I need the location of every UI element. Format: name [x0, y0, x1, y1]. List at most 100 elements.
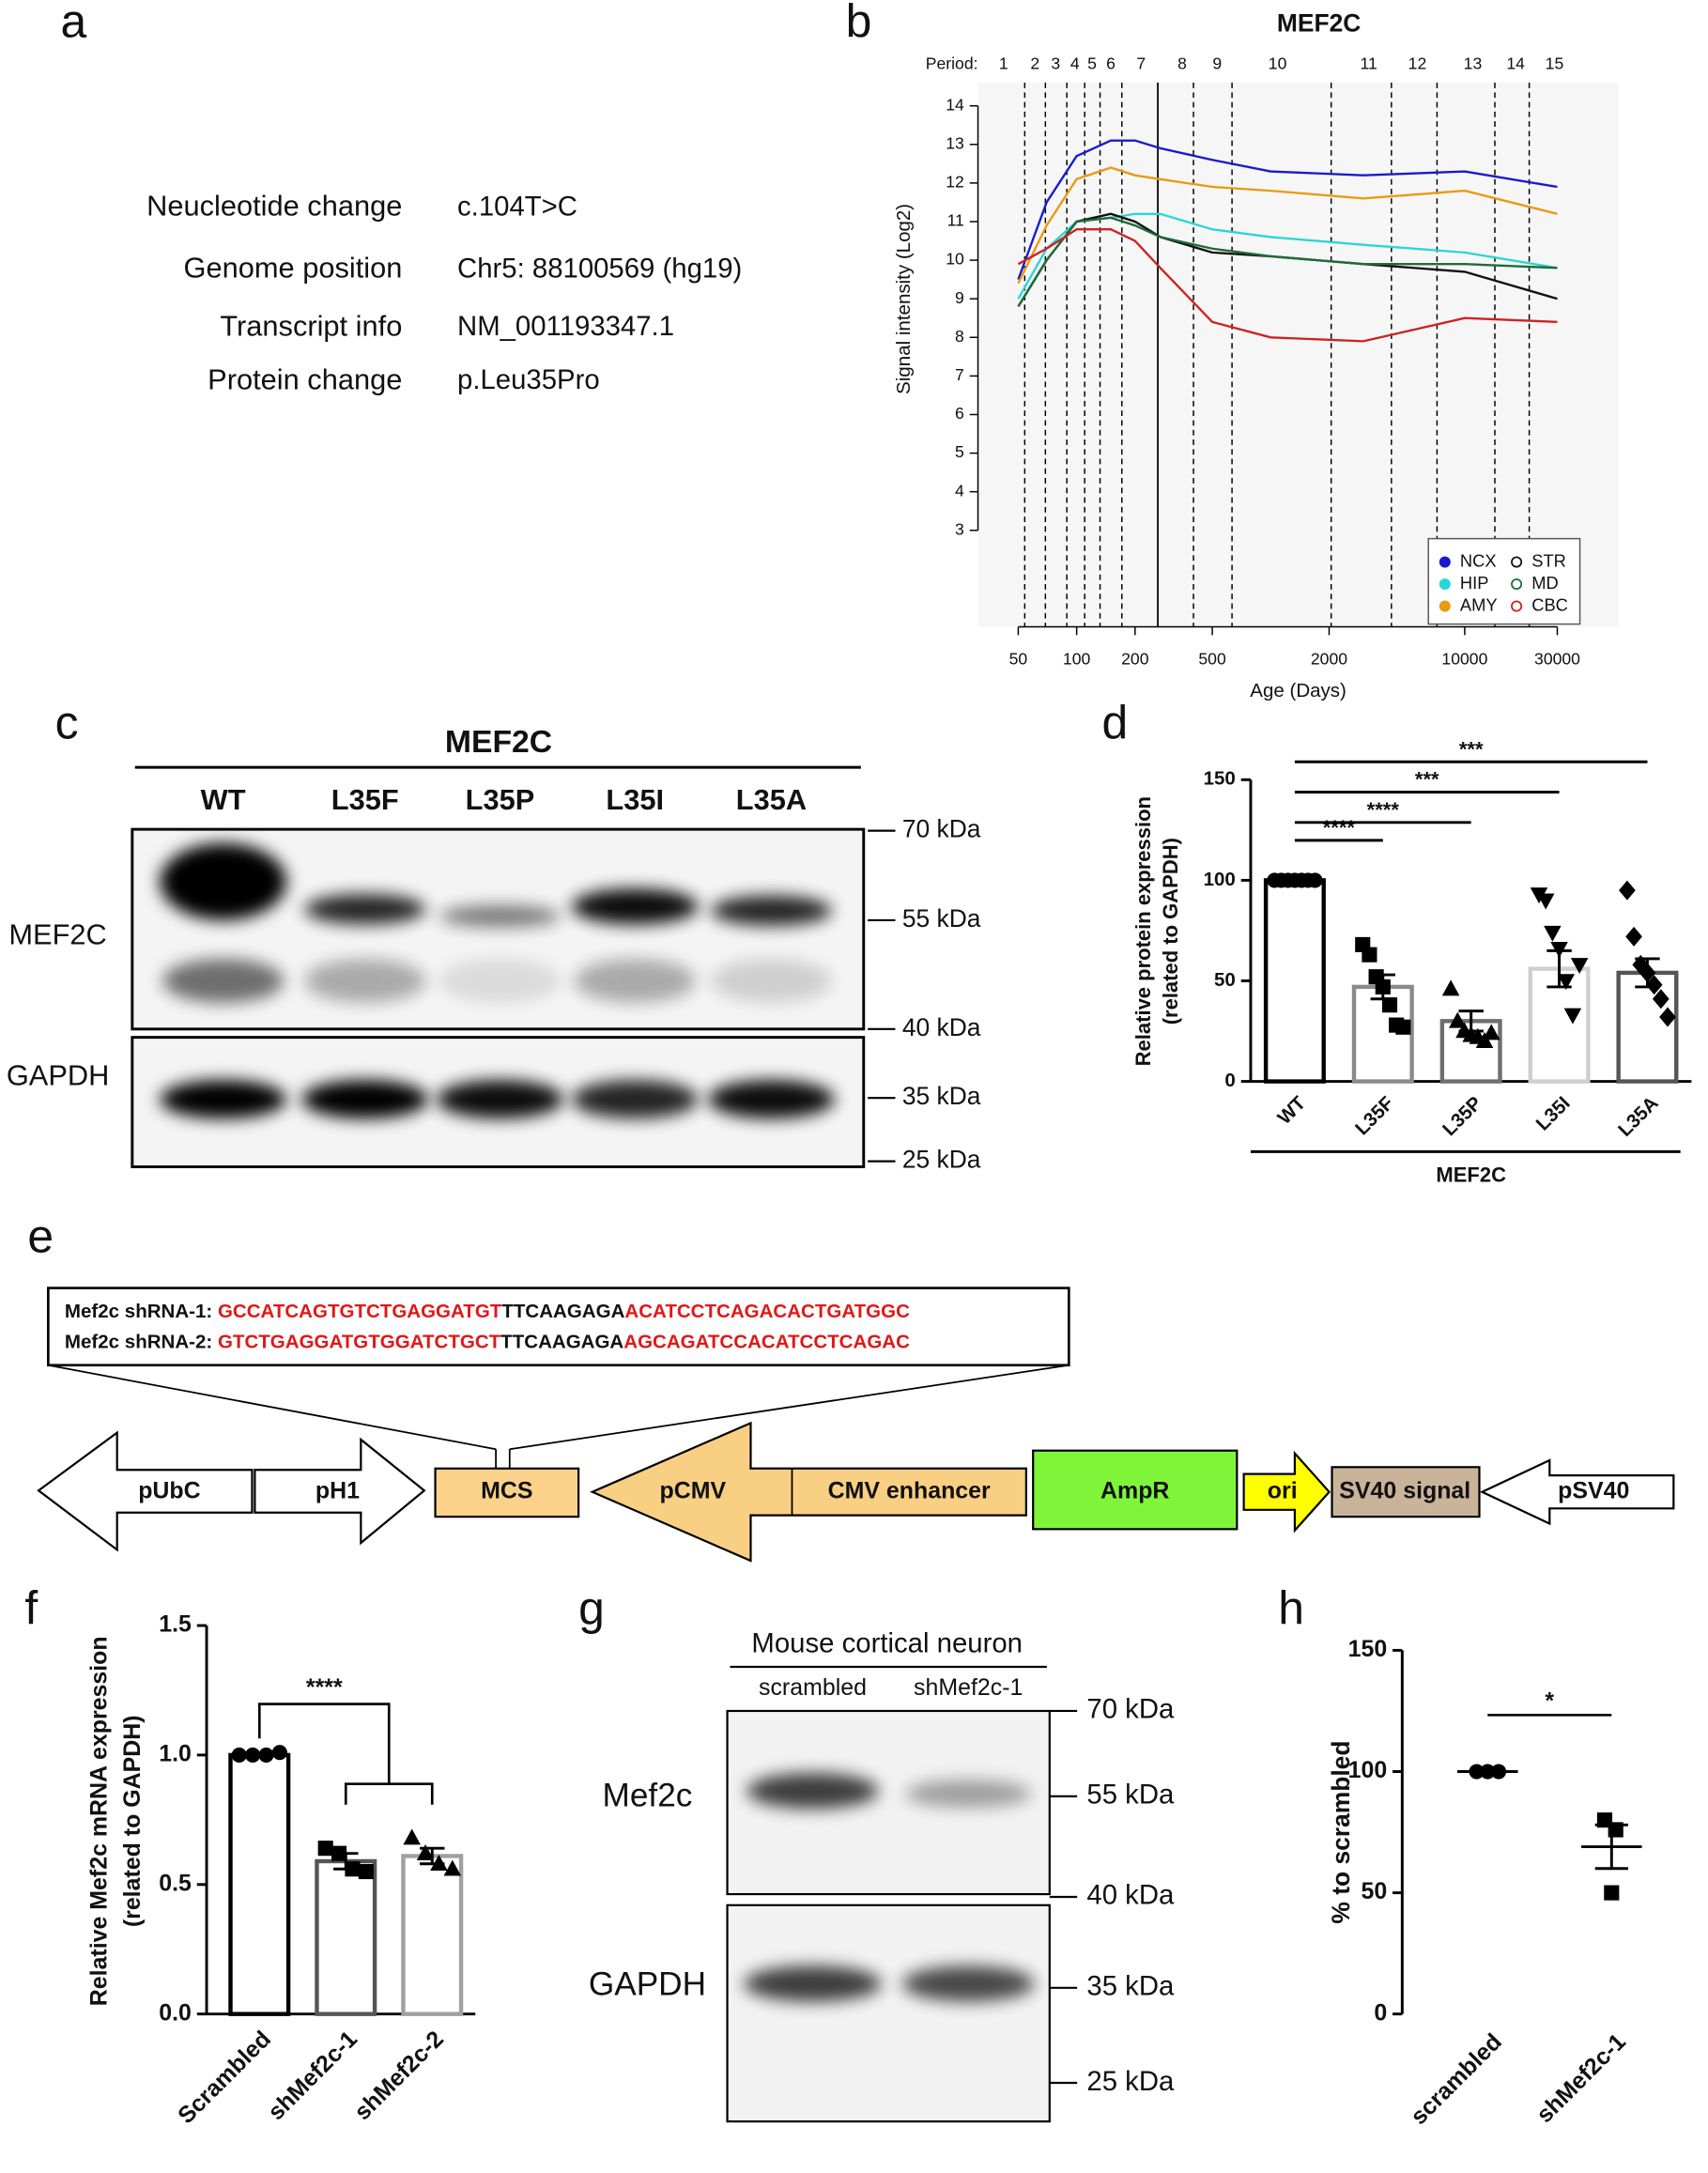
bar [1263, 878, 1326, 1084]
y-axis-label: Relative Mef2c mRNA expression [86, 1636, 113, 2006]
element-label: pUbC [138, 1477, 200, 1503]
panel-label: f [24, 1582, 38, 1635]
x-tick-label: 2000 [1311, 649, 1347, 668]
legend-marker [1511, 556, 1523, 568]
lane-label: L35P [466, 783, 535, 816]
panel-label: e [27, 1210, 54, 1262]
blot-band [574, 959, 696, 1003]
y-tick-label: 9 [955, 288, 964, 307]
bar [228, 1752, 291, 2016]
y-tick-label: 0.5 [159, 1870, 192, 1896]
sequence-part: GTCTGAGGATGTGGATCTGCT [218, 1332, 501, 1353]
lane-label: scrambled [759, 1674, 867, 1701]
x-tick-label: L35I [1531, 1092, 1574, 1134]
y-tick-label: 11 [947, 211, 964, 230]
data-point [416, 1844, 435, 1860]
period-label: Period: [926, 54, 978, 73]
period-number: 12 [1408, 54, 1427, 73]
blot-title: MEF2C [445, 724, 552, 760]
sequence-box [47, 1287, 1070, 1367]
row-label: GAPDH [589, 1966, 706, 2003]
element-label: SV40 signal [1339, 1477, 1470, 1503]
blot-band [901, 1965, 1035, 2002]
info-value: p.Leu35Pro [457, 364, 600, 395]
y-axis-label: Relative protein expression [1131, 796, 1155, 1066]
data-point [1625, 926, 1642, 947]
x-tick-label: shMef2c-1 [1531, 2028, 1631, 2128]
panel-label: g [578, 1582, 605, 1635]
blot-band [571, 1080, 699, 1119]
period-number: 14 [1506, 54, 1525, 73]
panel-label: h [1278, 1582, 1304, 1635]
data-point [1550, 941, 1568, 958]
info-label: Neucleotide change [146, 190, 402, 223]
group-label: MEF2C [1436, 1164, 1506, 1187]
cmv-arrow [590, 1421, 1027, 1563]
zoom-lines [48, 1364, 1069, 1469]
lane-label: WT [201, 783, 246, 816]
y-tick-label: 14 [946, 95, 964, 114]
element-label: pH1 [315, 1477, 360, 1503]
period-number: 13 [1464, 54, 1483, 73]
blot-band [746, 1772, 879, 1810]
info-value: NM_001193347.1 [457, 311, 674, 342]
y-axis-label: Signal intensity (Log2) [893, 204, 915, 394]
marker-label: 25 kDa [1086, 2066, 1175, 2097]
legend-marker [1511, 600, 1523, 612]
lane-label: L35F [331, 783, 399, 816]
y-tick-label: 10 [946, 250, 964, 269]
legend-marker [1439, 578, 1451, 591]
y-tick-label: 3 [955, 519, 964, 538]
y-tick-label: 4 [955, 481, 964, 500]
period-number: 10 [1269, 54, 1287, 73]
panel-label: d [1102, 696, 1129, 748]
data-point [1307, 872, 1323, 888]
period-number: 11 [1361, 54, 1377, 73]
blot-band [710, 959, 833, 1003]
period-number: 1 [999, 54, 1008, 73]
chart-title: MEF2C [1277, 8, 1361, 37]
x-tick-label: shMef2c-1 [263, 2026, 362, 2125]
data-point [1544, 925, 1562, 942]
data-point [1362, 947, 1377, 963]
x-tick-label: 500 [1198, 649, 1226, 668]
blot-band [304, 894, 426, 925]
panel-label: b [846, 0, 872, 48]
significance-label: **** [306, 1674, 343, 1701]
y-tick-label: 6 [955, 404, 964, 423]
y-tick-label: 100 [1204, 869, 1236, 890]
period-number: 15 [1546, 54, 1564, 73]
data-point [443, 1859, 462, 1876]
data-point [317, 1841, 333, 1857]
data-point [1619, 880, 1636, 901]
element-label: pCMV [660, 1477, 727, 1503]
y-tick-label: 1.5 [159, 1611, 192, 1638]
data-point [1659, 1007, 1676, 1027]
x-tick-label: 200 [1121, 649, 1149, 668]
info-label: Transcript info [220, 309, 402, 342]
lane-label: L35A [736, 783, 807, 816]
data-point [1645, 975, 1663, 995]
lane-label: L35I [606, 783, 664, 816]
bar [1616, 970, 1679, 1084]
y-axis-label: % to scrambled [1327, 1741, 1355, 1924]
x-tick-label: shMef2c-2 [349, 2026, 449, 2125]
info-label: Genome position [184, 252, 403, 285]
x-tick-label: L35P [1439, 1092, 1486, 1140]
y-tick-label: 150 [1348, 1636, 1388, 1662]
y-tick-label: 13 [946, 133, 964, 152]
data-point [231, 1747, 247, 1763]
blot-band [439, 959, 562, 1003]
row-label: GAPDH [7, 1058, 110, 1091]
blot-band [160, 1080, 287, 1119]
sequence-part: Mef2c shRNA-1: [65, 1301, 218, 1322]
data-point [271, 1745, 287, 1761]
y-tick-label: 100 [1348, 1757, 1388, 1783]
y-axis-label: (related to GAPDH) [119, 1715, 146, 1927]
sequence: Mef2c shRNA-2: GTCTGAGGATGTGGATCTGCTTTCA… [65, 1332, 910, 1353]
x-tick-label: L35F [1351, 1092, 1398, 1139]
legend-marker [1439, 600, 1451, 612]
panel-label: c [55, 696, 79, 748]
data-point [1482, 1024, 1500, 1040]
